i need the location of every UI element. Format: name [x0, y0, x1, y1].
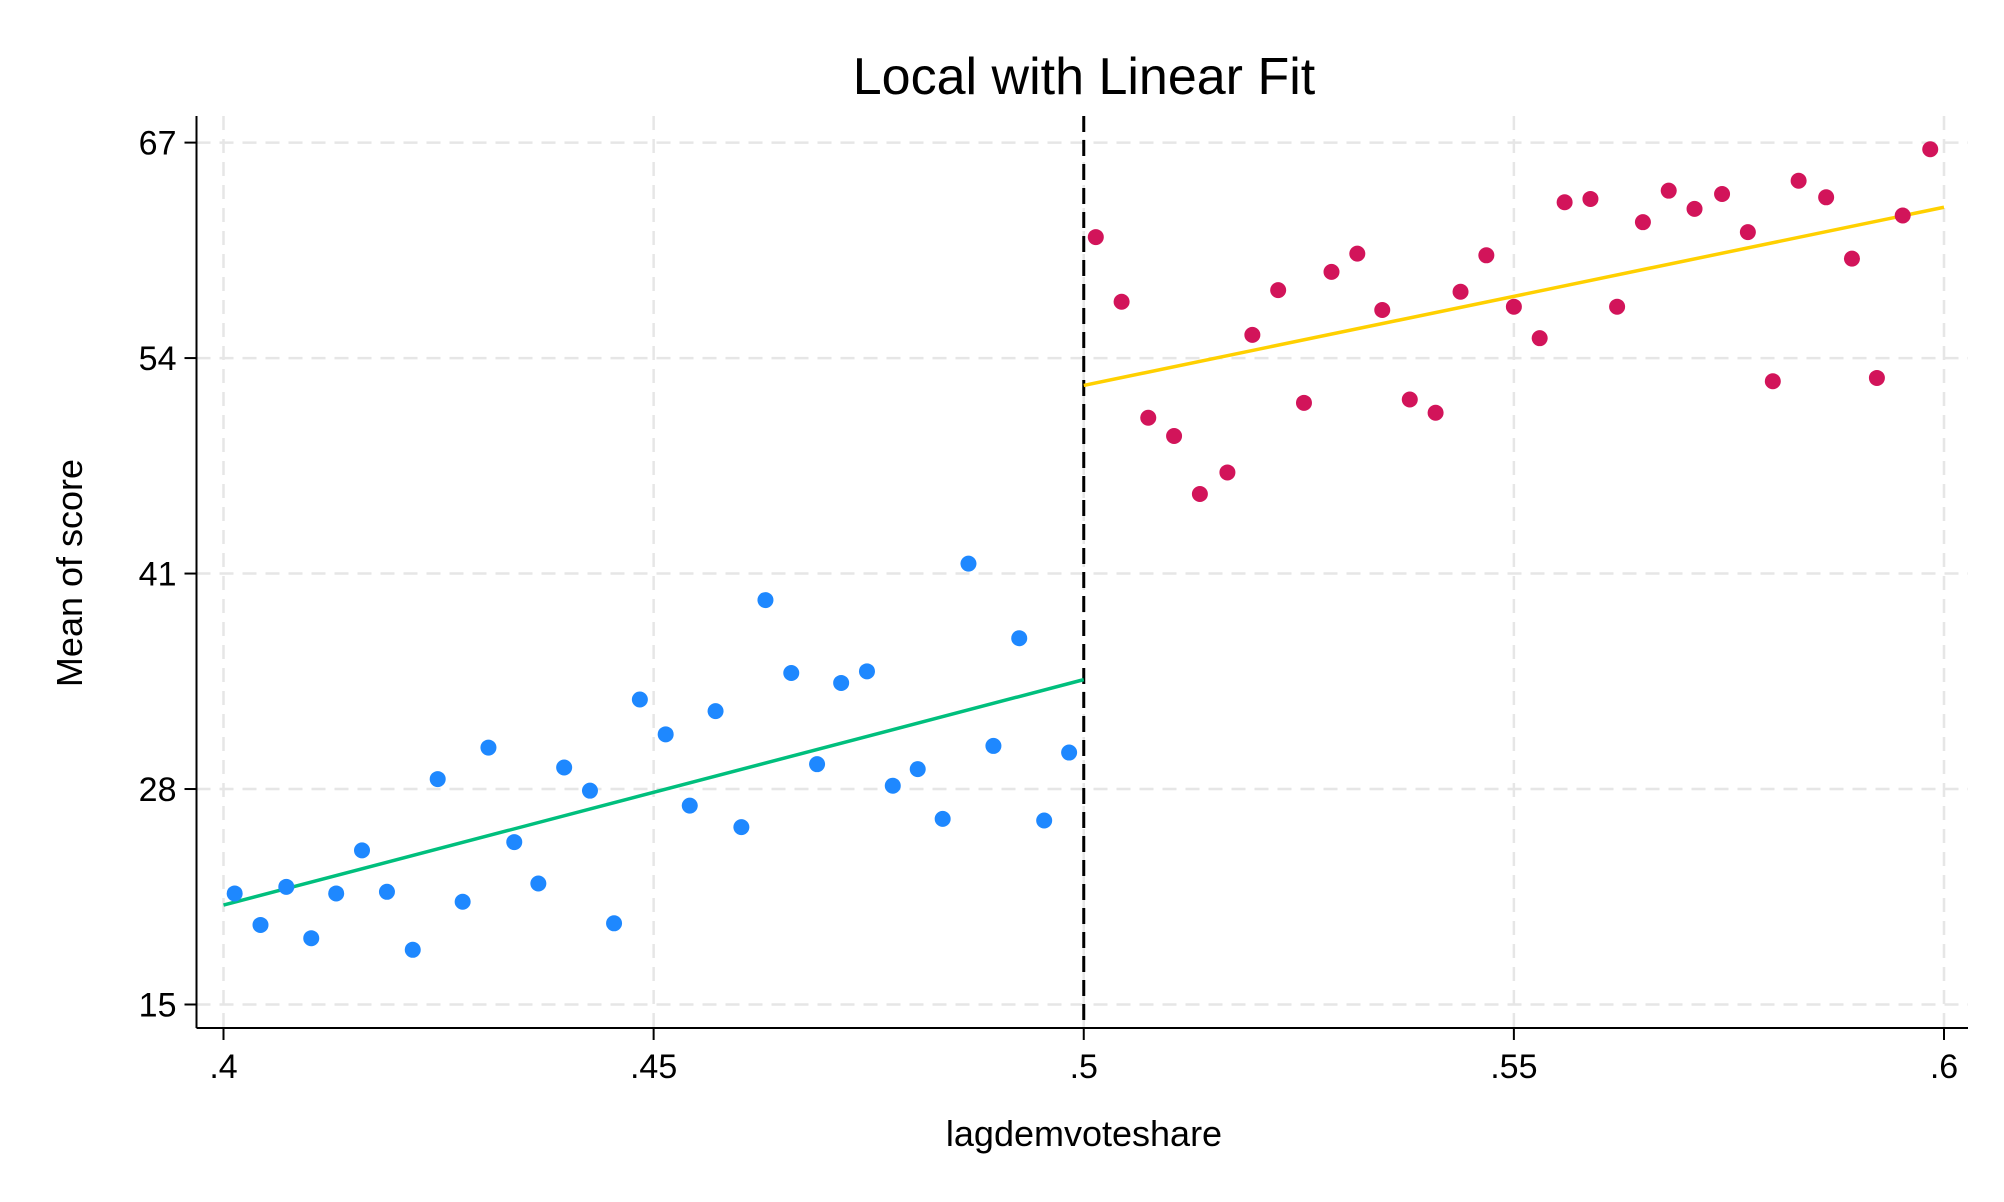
data-point: [1764, 373, 1781, 390]
data-point: [1061, 744, 1078, 761]
data-point: [833, 674, 850, 691]
data-point: [909, 761, 926, 778]
data-point: [1818, 189, 1835, 206]
y-tick-label: 15: [139, 987, 177, 1025]
data-point: [429, 771, 446, 788]
data-point: [1505, 298, 1522, 315]
data-point: [1295, 394, 1312, 411]
data-point: [1113, 293, 1130, 310]
data-point: [252, 916, 269, 933]
data-point: [1191, 485, 1208, 502]
data-point: [1868, 369, 1885, 386]
data-point: [733, 819, 750, 836]
x-tick-label: .55: [1490, 1048, 1537, 1086]
data-point: [1244, 326, 1261, 343]
data-point: [480, 739, 497, 756]
x-tick-label: .6: [1930, 1048, 1958, 1086]
data-point: [354, 842, 371, 859]
data-point: [1634, 214, 1651, 231]
data-point: [783, 665, 800, 681]
data-point: [378, 883, 395, 900]
data-point: [1686, 200, 1703, 217]
data-point: [631, 691, 648, 708]
data-point: [707, 703, 724, 720]
data-point: [1478, 247, 1495, 264]
y-tick-label: 67: [139, 125, 177, 163]
data-point: [985, 737, 1002, 754]
data-point: [657, 726, 674, 743]
y-axis-label: Mean of score: [49, 459, 90, 687]
fit-line: [1083, 205, 1945, 388]
data-point: [1011, 630, 1028, 647]
fit-lines: [223, 205, 1945, 907]
data-point: [681, 797, 698, 814]
data-point: [1036, 812, 1053, 829]
data-point: [556, 759, 573, 776]
data-point: [1140, 409, 1157, 426]
data-point: [1452, 283, 1469, 300]
data-point: [757, 592, 774, 609]
data-point: [1219, 464, 1236, 481]
data-point: [1790, 172, 1807, 189]
y-tick-label: 28: [139, 771, 177, 809]
data-point: [960, 555, 977, 572]
chart-title: Local with Linear Fit: [853, 48, 1316, 106]
x-axis-label: lagdemvoteshare: [946, 1113, 1222, 1154]
data-point: [606, 915, 623, 932]
data-point: [1922, 141, 1939, 158]
data-point: [1349, 245, 1366, 262]
data-point: [1401, 391, 1418, 408]
data-point: [1609, 298, 1626, 315]
data-point: [1087, 229, 1104, 246]
x-tick-label: .45: [630, 1048, 677, 1086]
data-point: [1556, 194, 1573, 211]
data-point: [454, 893, 471, 910]
data-point: [328, 885, 345, 902]
data-point: [1166, 427, 1183, 444]
data-point: [1714, 185, 1731, 202]
data-point: [303, 930, 320, 947]
data-point: [1323, 263, 1340, 280]
data-point: [1894, 207, 1911, 224]
data-point: [226, 885, 243, 902]
data-point: [581, 782, 598, 799]
data-point: [506, 834, 523, 851]
data-points: [226, 141, 1939, 958]
data-point: [1582, 190, 1599, 207]
data-point: [1843, 250, 1860, 267]
data-point: [278, 878, 295, 895]
x-tick-label: .5: [1070, 1048, 1098, 1086]
data-point: [1531, 330, 1548, 347]
data-point: [858, 663, 875, 680]
data-point: [1739, 224, 1756, 241]
data-point: [1427, 404, 1444, 421]
data-point: [934, 810, 951, 827]
data-point: [884, 777, 901, 794]
data-point: [809, 756, 826, 773]
y-tick-label: 41: [139, 556, 177, 594]
data-point: [530, 875, 547, 892]
data-point: [404, 941, 421, 958]
fit-line: [223, 677, 1085, 907]
data-point: [1660, 182, 1677, 199]
data-point: [1270, 282, 1287, 299]
axes: 15 28 41 54 67 .4 .45 .5 .55 .6: [139, 116, 1968, 1086]
x-tick-label: .4: [209, 1048, 237, 1086]
y-tick-label: 54: [139, 340, 177, 378]
data-point: [1374, 302, 1391, 319]
